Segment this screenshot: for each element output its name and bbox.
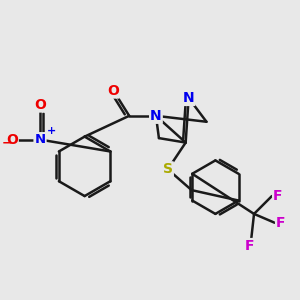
Text: +: + bbox=[47, 126, 56, 136]
Text: O: O bbox=[107, 84, 119, 98]
Text: −: − bbox=[2, 136, 13, 149]
Text: N: N bbox=[183, 91, 194, 105]
Text: S: S bbox=[163, 162, 173, 176]
Text: F: F bbox=[276, 216, 286, 230]
Text: N: N bbox=[150, 109, 162, 123]
Text: O: O bbox=[6, 133, 18, 147]
Text: F: F bbox=[245, 239, 254, 253]
Text: O: O bbox=[34, 98, 46, 112]
Text: F: F bbox=[273, 189, 283, 203]
Text: N: N bbox=[34, 133, 46, 146]
